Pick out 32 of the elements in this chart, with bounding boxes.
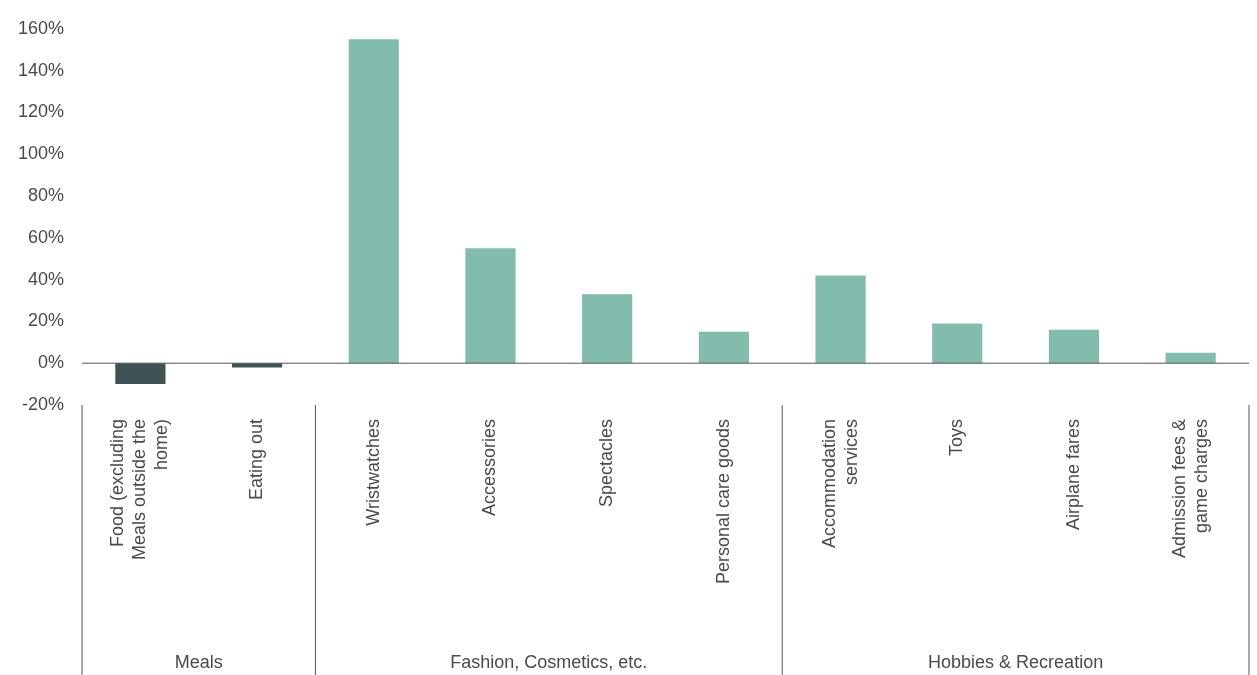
x-tick-label: Accommodation services bbox=[818, 419, 861, 549]
y-tick-label: 160% bbox=[17, 17, 65, 38]
bar bbox=[1165, 352, 1216, 364]
y-tick-label: 120% bbox=[17, 101, 65, 122]
text: Fashion, Cosmetics, etc. bbox=[450, 651, 648, 672]
x-tick-label: Admission fees & game charges bbox=[1168, 419, 1211, 559]
y-tick-label: 0% bbox=[38, 352, 65, 373]
bar bbox=[348, 39, 399, 364]
bar bbox=[1048, 329, 1100, 364]
x-tick-label: Accessories bbox=[479, 419, 500, 517]
y-tick-label: 60% bbox=[28, 226, 65, 247]
x-tick-label: Spectacles bbox=[596, 419, 617, 508]
y-tick-label: 40% bbox=[28, 268, 65, 289]
y-tick-label: -20% bbox=[22, 393, 65, 414]
x-tick-label: Wristwatches bbox=[362, 419, 383, 526]
x-tick-label: Airplane fares bbox=[1062, 419, 1083, 531]
bar bbox=[815, 275, 866, 364]
text: Hobbies & Recreation bbox=[928, 651, 1104, 672]
x-tick-label: Food (excluding Meals outside the home) bbox=[107, 419, 172, 561]
x-tick-label: Personal care goods bbox=[712, 419, 733, 585]
y-tick-label: 140% bbox=[17, 59, 65, 80]
y-tick-label: 100% bbox=[17, 143, 65, 164]
bar bbox=[582, 294, 633, 364]
bar bbox=[115, 363, 166, 385]
text: Meals bbox=[174, 651, 223, 672]
y-tick-label: 80% bbox=[28, 184, 65, 205]
x-tick-label: Toys bbox=[946, 419, 967, 457]
bar bbox=[465, 248, 516, 364]
x-tick-label: Eating out bbox=[246, 419, 267, 501]
bar bbox=[698, 331, 749, 364]
y-tick-label: 20% bbox=[28, 310, 65, 331]
bar bbox=[932, 323, 983, 364]
